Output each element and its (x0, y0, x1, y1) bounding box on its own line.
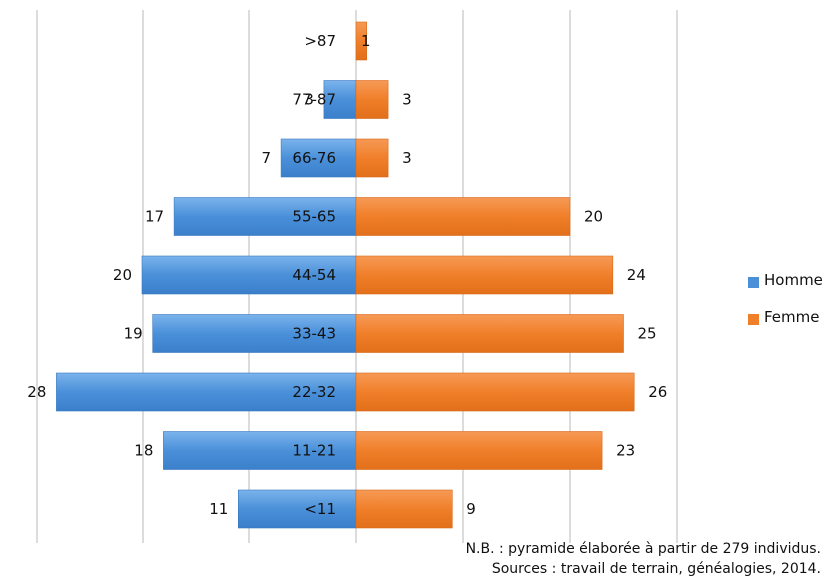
bar-homme (141, 255, 357, 295)
bar-homme (163, 431, 357, 470)
category-label: 55-65 (292, 208, 336, 226)
note-sources: Sources : travail de terrain, généalogie… (491, 561, 821, 577)
value-label-femme: 25 (638, 325, 657, 343)
bar-femme (355, 431, 603, 470)
value-label-homme: 17 (145, 208, 164, 226)
value-label-homme: 3 (304, 91, 314, 109)
value-label-homme: 7 (262, 149, 272, 167)
value-label-femme: 24 (627, 266, 646, 284)
bars (56, 21, 635, 529)
category-label: 22-32 (292, 383, 336, 401)
category-label: <11 (304, 500, 336, 518)
value-label-femme: 9 (466, 500, 476, 518)
category-label: >87 (304, 32, 336, 50)
bar-femme (355, 21, 367, 61)
category-label: 66-76 (292, 149, 336, 167)
value-label-homme: 11 (209, 500, 228, 518)
bar-homme (323, 80, 357, 119)
value-label-femme: 1 (361, 32, 371, 50)
category-label: 44-54 (292, 266, 336, 284)
category-label: 77-87 (292, 91, 336, 109)
category-label: 33-43 (292, 325, 336, 343)
value-label-femme: 3 (402, 149, 412, 167)
bar-femme (355, 314, 624, 353)
value-label-femme: 20 (584, 208, 603, 226)
bar-femme (355, 489, 453, 529)
bar-femme (355, 80, 389, 119)
bar-homme (56, 372, 357, 412)
value-label-homme: 19 (124, 325, 143, 343)
category-label: 11-21 (292, 442, 336, 460)
bar-homme (173, 197, 357, 236)
bar-femme (355, 138, 389, 178)
bar-femme (355, 197, 571, 236)
legend-femme-label: Femme (764, 308, 820, 326)
value-label-homme: 18 (134, 442, 153, 460)
bar-homme (238, 489, 357, 529)
bar-femme (355, 255, 614, 295)
bar-homme (280, 138, 357, 178)
value-label-femme: 23 (616, 442, 635, 460)
legend-homme-label: Homme (764, 271, 823, 289)
bar-femme (355, 372, 635, 412)
value-label-femme: 26 (648, 383, 667, 401)
value-label-homme: 20 (113, 266, 132, 284)
legend-homme-swatch (748, 277, 759, 288)
legend-femme-swatch (748, 314, 759, 325)
labels: <11 11 9 11-21 18 23 22-32 28 26 33-43 19 25 44-54 20… (27, 32, 667, 518)
value-label-femme: 3 (402, 91, 412, 109)
note-sample-size: N.B. : pyramide élaborée à partir de 279… (465, 541, 821, 557)
value-label-homme: 28 (27, 383, 46, 401)
